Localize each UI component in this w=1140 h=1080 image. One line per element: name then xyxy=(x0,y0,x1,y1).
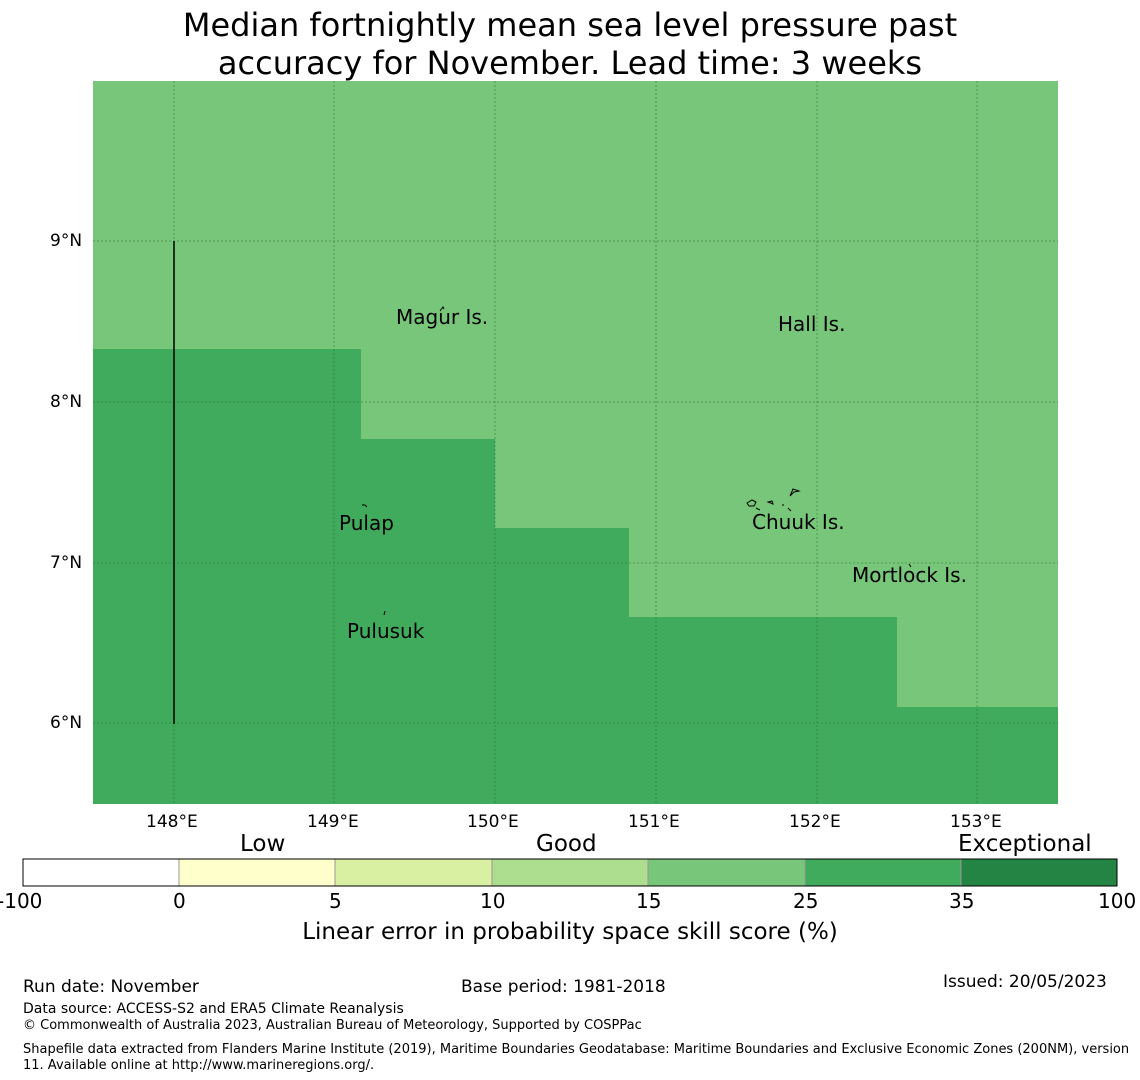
lat-label-9n: 9°N xyxy=(50,231,83,251)
place-hall: Hall Is. xyxy=(778,312,846,336)
lon-label-153e: 153°E xyxy=(950,812,1002,832)
colorbar-label: Linear error in probability space skill … xyxy=(302,919,838,945)
place-pulap: Pulap xyxy=(339,511,394,535)
tick-5: 5 xyxy=(329,889,342,913)
colorbar-separators xyxy=(178,859,962,886)
island-pulusuk xyxy=(383,610,386,616)
lon-label-151e: 151°E xyxy=(628,812,680,832)
shapefile-credit: Shapefile data extracted from Flanders M… xyxy=(23,1042,1130,1073)
gridlines xyxy=(93,81,1058,804)
tick-25: 25 xyxy=(793,889,819,913)
tick-35: 35 xyxy=(949,889,975,913)
colorbar xyxy=(22,858,1118,887)
lon-label-149e: 149°E xyxy=(307,812,359,832)
colorbar-segment-5 xyxy=(648,859,805,886)
lon-label-150e: 150°E xyxy=(467,812,519,832)
lat-label-7n: 7°N xyxy=(50,553,83,573)
title-line-1: Median fortnightly mean sea level pressu… xyxy=(182,6,958,44)
lat-label-6n: 6°N xyxy=(50,713,83,733)
category-good: Good xyxy=(536,831,597,857)
island-mortlock xyxy=(908,563,912,568)
lat-label-8n: 8°N xyxy=(50,392,83,412)
tick-15: 15 xyxy=(636,889,662,913)
copyright: © Commonwealth of Australia 2023, Austra… xyxy=(23,1018,642,1033)
colorbar-segment-3 xyxy=(335,859,492,886)
tick-0: 0 xyxy=(173,889,186,913)
place-mortlock: Mortlock Is. xyxy=(852,563,967,587)
run-date: Run date: November xyxy=(23,977,199,997)
colorbar-segment-6 xyxy=(805,859,961,886)
skill-map xyxy=(93,81,1058,804)
high-skill-region xyxy=(93,349,1058,804)
place-magur: Magur Is. xyxy=(396,305,489,329)
island-chuuk-d xyxy=(755,504,792,512)
colorbar-segment-1 xyxy=(23,859,179,886)
island-outlines xyxy=(362,306,912,616)
lon-label-148e: 148°E xyxy=(146,812,198,832)
data-source: Data source: ACCESS-S2 and ERA5 Climate … xyxy=(23,1001,404,1017)
chart-title: Median fortnightly mean sea level pressu… xyxy=(0,6,1140,82)
island-magur xyxy=(439,306,445,312)
issued-date: Issued: 20/05/2023 xyxy=(943,972,1107,992)
colorbar-segment-7 xyxy=(961,859,1117,886)
category-low: Low xyxy=(240,831,286,857)
colorbar-segment-4 xyxy=(492,859,648,886)
title-line-2: accuracy for November. Lead time: 3 week… xyxy=(217,44,923,82)
tick-minus100: -100 xyxy=(0,889,43,913)
colorbar-frame xyxy=(22,858,1118,887)
base-period: Base period: 1981-2018 xyxy=(461,977,666,997)
colorbar-segment-2 xyxy=(179,859,335,886)
tick-10: 10 xyxy=(480,889,506,913)
place-chuuk: Chuuk Is. xyxy=(752,510,845,534)
island-chuuk-c xyxy=(789,488,801,497)
island-chuuk-b xyxy=(766,500,774,505)
tick-100: 100 xyxy=(1098,889,1137,913)
lon-label-152e: 152°E xyxy=(789,812,841,832)
island-pulap xyxy=(362,504,368,508)
island-chuuk-a xyxy=(746,499,757,507)
place-pulusuk: Pulusuk xyxy=(347,619,425,643)
category-exceptional: Exceptional xyxy=(958,831,1092,857)
